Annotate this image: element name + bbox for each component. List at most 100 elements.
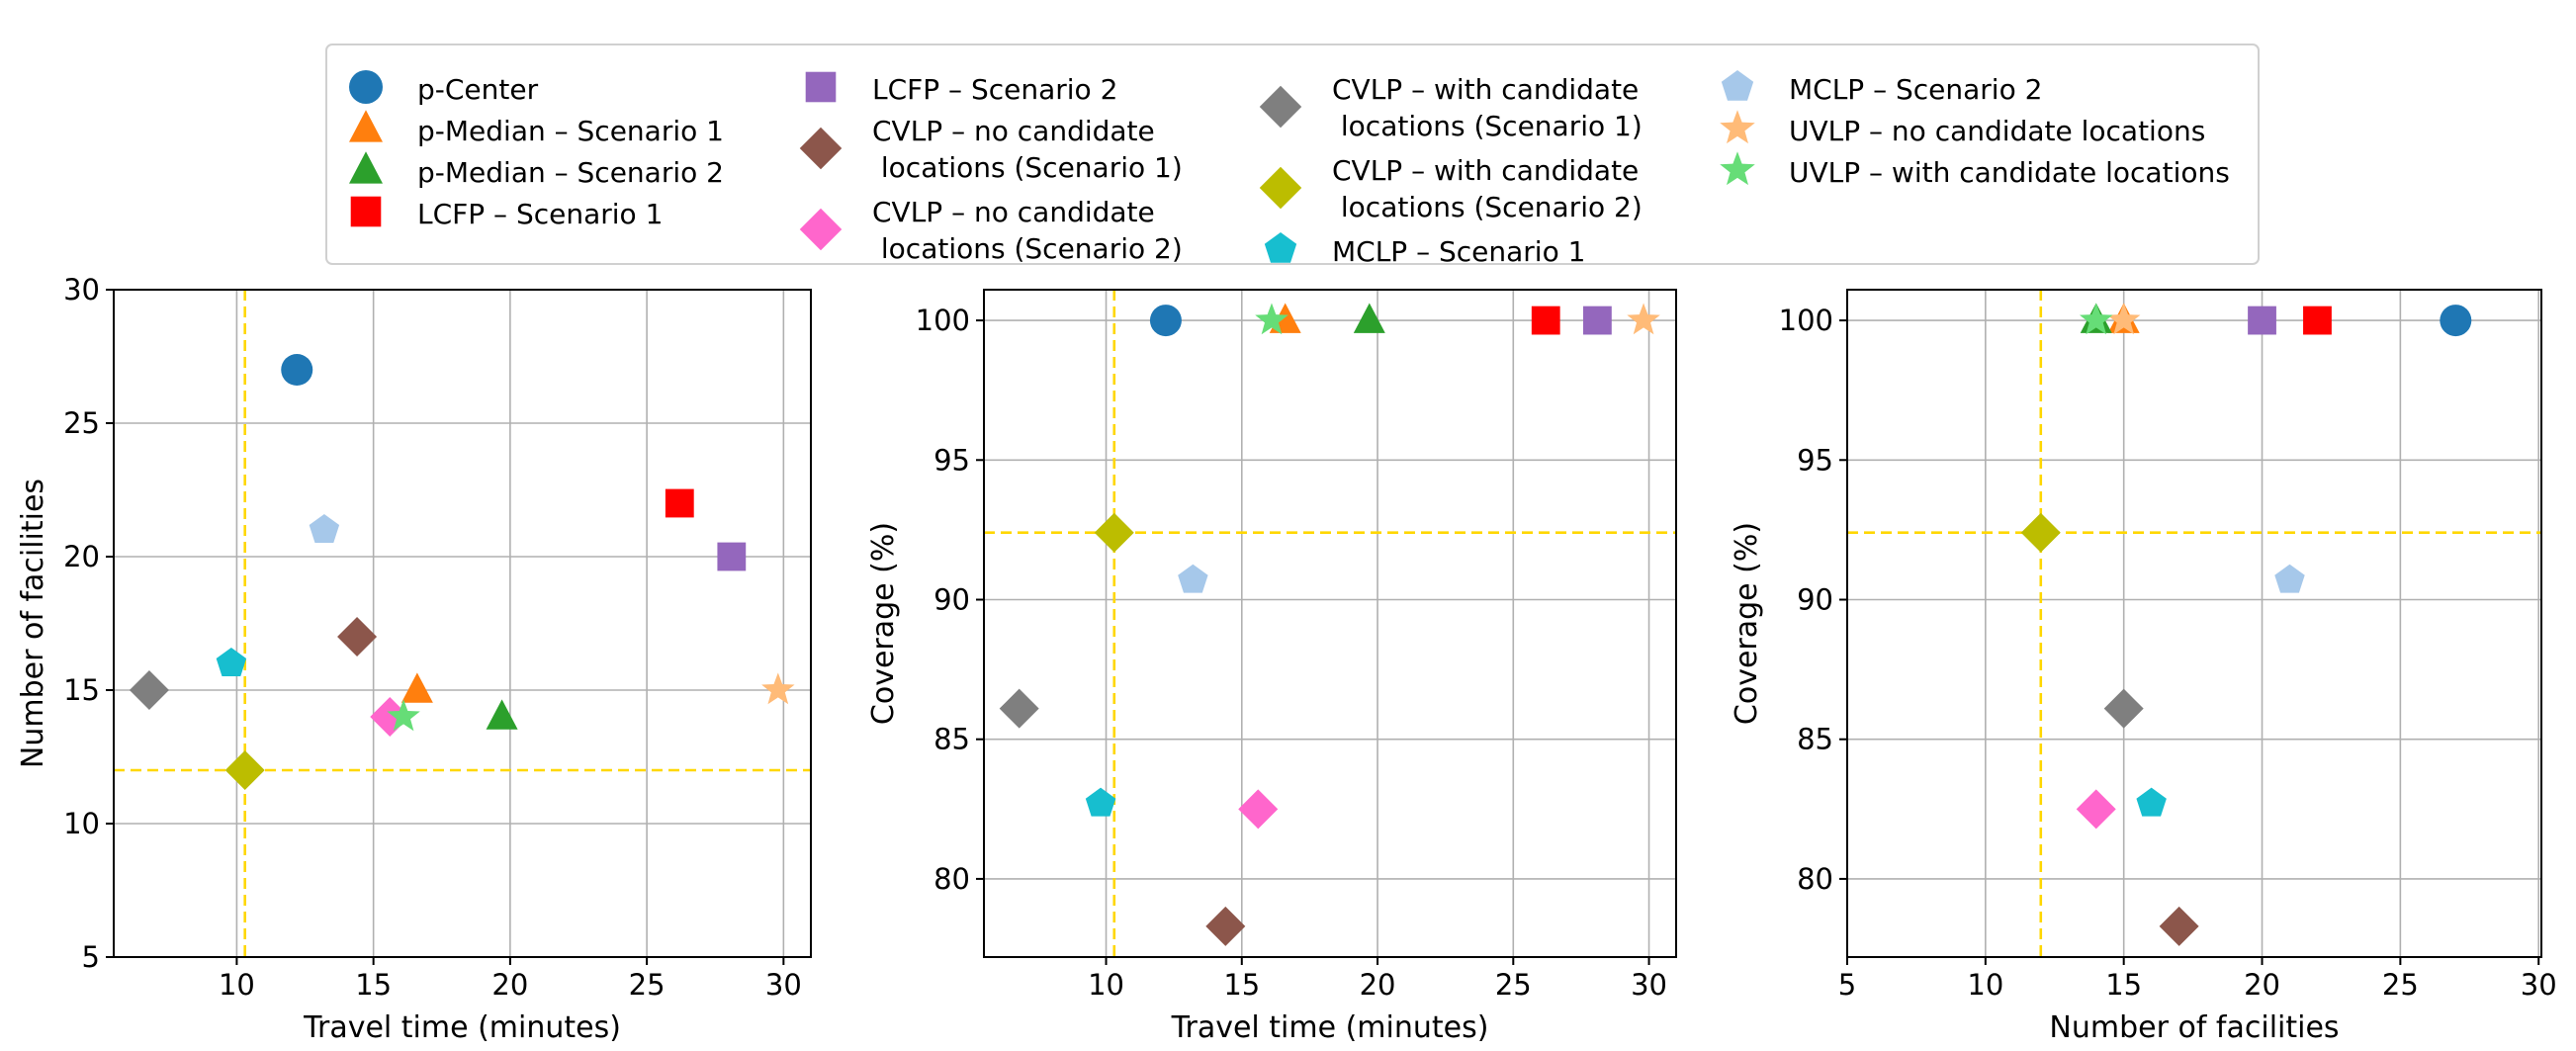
- legend-label-pCenter: p-Center: [417, 73, 539, 106]
- legend-label-uvlpWith: UVLP – with candidate locations: [1789, 156, 2230, 189]
- point-cvlpWith1: [129, 670, 169, 710]
- point-cvlpNo2: [1238, 789, 1279, 830]
- point-cvlpNo1: [337, 617, 378, 657]
- point-cvlpWith1: [999, 688, 1039, 729]
- legend-marker-cvlpNo2: [799, 208, 843, 251]
- legend-label-cvlpWith1: CVLP – with candidate: [1332, 73, 1639, 106]
- legend: p-Center p-Median – Scenario 1 p-Median – …: [325, 44, 2260, 268]
- chart-1: 10 15 20 25 30 5 10 15 20 25 30 Travel time (minute…: [16, 273, 812, 1045]
- point-lcfp1: [665, 488, 694, 518]
- point-uvlpNo: [761, 672, 795, 705]
- y-tick-label: 15: [63, 673, 100, 707]
- legend-marker-mclp2: [1721, 70, 1754, 101]
- legend-label-mclp1: MCLP – Scenario 1: [1332, 235, 1585, 268]
- x-tick-label: 30: [765, 968, 802, 1002]
- point-lcfp1: [1531, 306, 1560, 335]
- point-mclp1: [1085, 787, 1116, 817]
- plot-area: [114, 290, 811, 957]
- x-tick-label: 25: [1495, 968, 1532, 1002]
- x-tick-label: 10: [1088, 968, 1124, 1002]
- y-tick-label: 80: [1797, 862, 1833, 896]
- legend-marker-pCenter: [349, 70, 383, 104]
- x-tick-label: 30: [2521, 968, 2557, 1002]
- x-tick-label: 25: [629, 968, 666, 1002]
- x-tick-label: 20: [2244, 968, 2280, 1002]
- point-cvlpNo2: [2076, 789, 2116, 830]
- legend-label-cvlpNo2: CVLP – no candidate: [872, 196, 1155, 228]
- point-lcfp2: [717, 542, 747, 571]
- point-uvlpWith: [1255, 303, 1288, 335]
- point-mclp1: [216, 648, 247, 676]
- legend-label-cvlpWith2: locations (Scenario 2): [1332, 191, 1643, 223]
- point-cvlpNo1: [2159, 906, 2199, 946]
- point-uvlpWith: [387, 699, 420, 732]
- point-mclp2: [1178, 564, 1208, 593]
- point-cvlpWith2: [2020, 512, 2061, 553]
- x-tick-label: 10: [219, 968, 255, 1002]
- point-cvlpWith2: [224, 750, 265, 790]
- x-tick-label: 15: [355, 968, 392, 1002]
- y-tick-label: 85: [1797, 723, 1833, 756]
- legend-marker-cvlpWith1: [1259, 85, 1302, 129]
- y-axis-title: Coverage (%): [866, 522, 901, 725]
- y-tick-label: 90: [1797, 582, 1833, 616]
- legend-marker-uvlpNo: [1720, 110, 1755, 144]
- legend-label-cvlpWith1: locations (Scenario 1): [1332, 110, 1643, 142]
- point-cvlpNo2: [370, 697, 410, 737]
- point-uvlpNo: [2106, 303, 2141, 335]
- plot-frame: [113, 289, 812, 958]
- point-uvlpNo: [1627, 303, 1660, 335]
- x-tick-label: 5: [1838, 968, 1856, 1002]
- plot-area: [984, 290, 1676, 957]
- legend-marker-mclp1: [1264, 232, 1297, 263]
- y-tick-label: 95: [933, 443, 970, 477]
- y-tick-label: 20: [63, 540, 100, 573]
- legend-label-cvlpNo2: locations (Scenario 2): [872, 232, 1183, 265]
- y-tick-label: 95: [1797, 443, 1833, 477]
- y-tick-label: 25: [63, 406, 100, 440]
- y-tick-label: 100: [916, 304, 970, 337]
- point-mclp2: [309, 514, 340, 543]
- point-mclp1: [2136, 787, 2167, 817]
- legend-label-uvlpNo: UVLP – no candidate locations: [1789, 115, 2205, 147]
- x-tick-label: 20: [491, 968, 528, 1002]
- legend-label-pMedian1: p-Median – Scenario 1: [417, 115, 724, 147]
- legend-marker-lcfp2: [805, 71, 837, 103]
- point-lcfp2: [2248, 306, 2276, 335]
- point-mclp2: [2274, 564, 2305, 593]
- y-tick-label: 100: [1779, 304, 1833, 337]
- legend-label-cvlpWith2: CVLP – with candidate: [1332, 154, 1639, 187]
- legend-label-lcfp1: LCFP – Scenario 1: [417, 198, 663, 230]
- point-pCenter: [281, 354, 313, 386]
- point-lcfp2: [1582, 306, 1612, 335]
- charts: 10 15 20 25 30 5 10 15 20 25 30 Travel time (minute…: [16, 273, 2557, 1045]
- point-pMedian2: [1353, 303, 1385, 333]
- legend-marker-pMedian2: [349, 151, 383, 184]
- y-axis-title: Number of facilities: [16, 479, 50, 768]
- legend-marker-uvlpWith: [1720, 151, 1755, 186]
- x-tick-label: 15: [2105, 968, 2142, 1002]
- point-uvlpWith: [2079, 303, 2113, 335]
- y-tick-label: 10: [63, 807, 100, 840]
- legend-label-cvlpNo1: CVLP – no candidate: [872, 115, 1155, 147]
- point-cvlpWith1: [2103, 688, 2144, 729]
- point-pMedian2: [486, 699, 518, 730]
- point-pCenter: [2440, 305, 2472, 337]
- plot-area: [1847, 290, 2541, 957]
- point-pCenter: [1149, 305, 1182, 337]
- x-tick-label: 20: [1360, 968, 1396, 1002]
- plot-frame: [1846, 289, 2542, 958]
- legend-label-pMedian2: p-Median – Scenario 2: [417, 156, 724, 189]
- point-cvlpWith2: [1094, 512, 1134, 553]
- plot-frame: [983, 289, 1677, 958]
- y-tick-label: 5: [82, 940, 100, 974]
- legend-label-lcfp2: LCFP – Scenario 2: [872, 73, 1117, 106]
- legend-marker-cvlpWith2: [1259, 166, 1302, 210]
- y-tick-label: 30: [63, 273, 100, 307]
- legend-marker-cvlpNo1: [799, 127, 843, 170]
- x-tick-label: 15: [1223, 968, 1260, 1002]
- y-axis-title: Coverage (%): [1730, 522, 1764, 725]
- point-lcfp1: [2303, 306, 2332, 335]
- x-axis-title: Travel time (minutes): [1171, 1010, 1489, 1045]
